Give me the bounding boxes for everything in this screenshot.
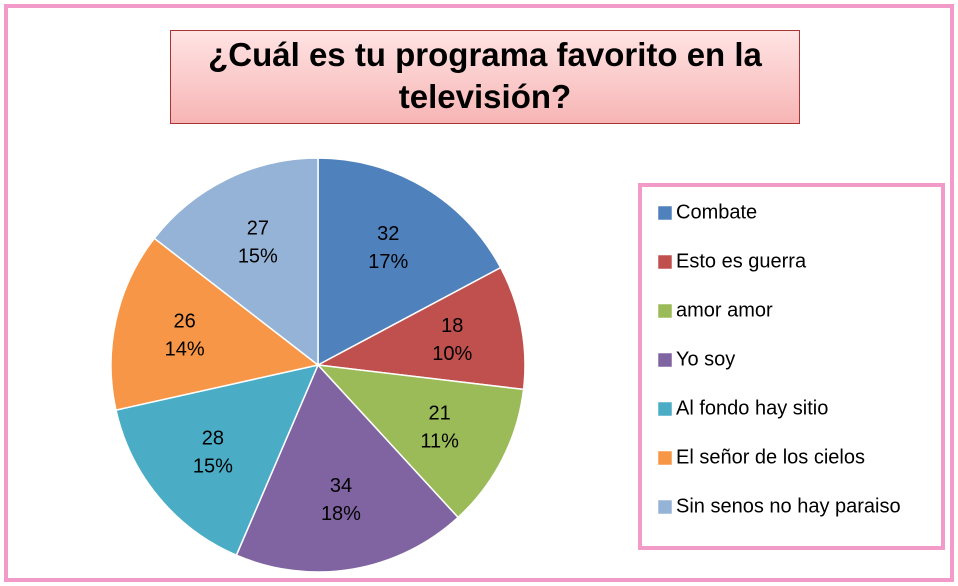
legend-label: Al fondo hay sitio (676, 397, 828, 419)
legend-marker (657, 254, 673, 270)
data-label: 26 (174, 311, 196, 333)
legend-box (638, 183, 945, 550)
frame (4, 4, 954, 582)
data-label: 27 (247, 218, 269, 240)
percent-label: 15% (238, 246, 278, 268)
data-label: 34 (330, 475, 352, 497)
legend-marker (657, 499, 673, 515)
legend-label: Esto es guerra (676, 250, 807, 272)
pie-slice (153, 157, 319, 367)
percent-label: 11% (420, 431, 459, 453)
chart-title: ¿Cuál es tu programa favorito en la tele… (170, 30, 800, 124)
legend-marker (657, 401, 673, 417)
legend-marker (657, 205, 673, 221)
percent-label: 14% (165, 339, 205, 361)
legend-label: Sin senos no hay paraiso (676, 495, 901, 517)
pie-slice (315, 266, 526, 391)
legend-label: Combate (676, 201, 757, 223)
pie-slice (316, 364, 525, 519)
data-label: 21 (428, 403, 450, 425)
legend-label: amor amor (676, 299, 773, 321)
legend-label: Yo soy (676, 348, 735, 370)
legend-marker (657, 352, 673, 368)
data-label: 32 (377, 223, 399, 245)
pie-slice (110, 237, 320, 411)
legend-label: El señor de los cielos (676, 446, 865, 468)
percent-label: 10% (432, 343, 472, 365)
data-label: 18 (441, 315, 463, 337)
percent-label: 17% (368, 251, 408, 273)
legend-marker (657, 450, 673, 466)
legend-marker (657, 303, 673, 319)
pie-slice (115, 363, 320, 557)
pie-slice (235, 363, 460, 573)
percent-label: 15% (193, 456, 233, 478)
pie-slice (317, 157, 502, 367)
data-label: 28 (202, 428, 224, 450)
percent-label: 18% (321, 503, 361, 525)
